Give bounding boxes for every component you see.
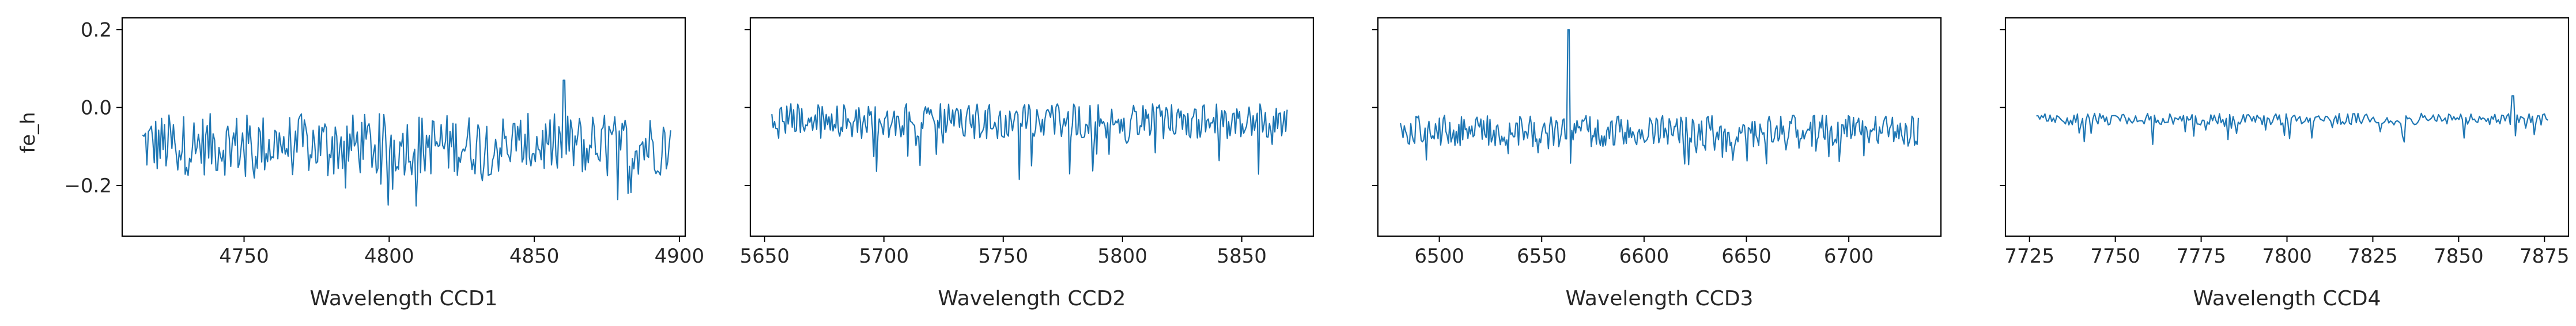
spectrum-line-ccd1 [142,79,671,207]
chart-panel-2: 5650 5700 5750 5800 5850 Wavelength CCD2 [740,17,1315,310]
x-tick-label: 6500 [1414,245,1464,268]
y-tick-label: 0.2 [81,18,112,41]
x-axis-label-ccd2: Wavelength CCD2 [938,287,1126,310]
x-tick-label: 5650 [740,245,790,268]
axes-frame-1 [121,17,686,237]
x-tick-label: 5750 [979,245,1029,268]
x-tick-label: 7800 [2262,245,2312,268]
x-tick-label: 7825 [2348,245,2398,268]
x-tick-label: 6650 [1721,245,1772,268]
y-tick-label: −0.2 [64,175,112,198]
x-tick-label: 6550 [1517,245,1567,268]
chart-panel-1: −0.2 0.0 0.2 4750 4800 4850 4900 Wavelength CCD… [64,17,705,310]
chart-panel-3: 6500 6550 6600 6650 6700 Wavelength CCD3 [1372,17,1942,310]
x-tick-label: 6600 [1619,245,1670,268]
axes-frame-2 [749,17,1315,237]
x-tick-label: 7850 [2434,245,2484,268]
y-tick-label: 0.0 [81,97,112,120]
spectrum-line-ccd2 [771,103,1288,180]
x-tick-label: 5850 [1217,245,1267,268]
x-tick-label: 7875 [2520,245,2570,268]
y-axis-label: fe_h [17,112,40,153]
x-tick-label: 7750 [2090,245,2140,268]
x-tick-label: 5700 [859,245,909,268]
axes-frame-3 [1377,17,1942,237]
spectrum-line-ccd4 [2036,95,2548,145]
x-tick-label: 4900 [655,245,705,268]
x-tick-label: 4750 [219,245,269,268]
chart-panel-4: 7725 7750 7775 7800 7825 7850 7875 Wavelength C… [2000,17,2570,310]
x-tick-label: 5800 [1098,245,1148,268]
x-tick-label: 7775 [2176,245,2226,268]
x-tick-label: 4850 [509,245,560,268]
x-tick-label: 4800 [364,245,414,268]
x-axis-label-ccd1: Wavelength CCD1 [310,287,498,310]
spectrum-line-ccd3 [1400,29,1919,166]
x-tick-label: 7725 [2004,245,2054,268]
x-axis-label-ccd4: Wavelength CCD4 [2193,287,2381,310]
x-tick-label: 6700 [1824,245,1874,268]
x-axis-label-ccd3: Wavelength CCD3 [1566,287,1754,310]
